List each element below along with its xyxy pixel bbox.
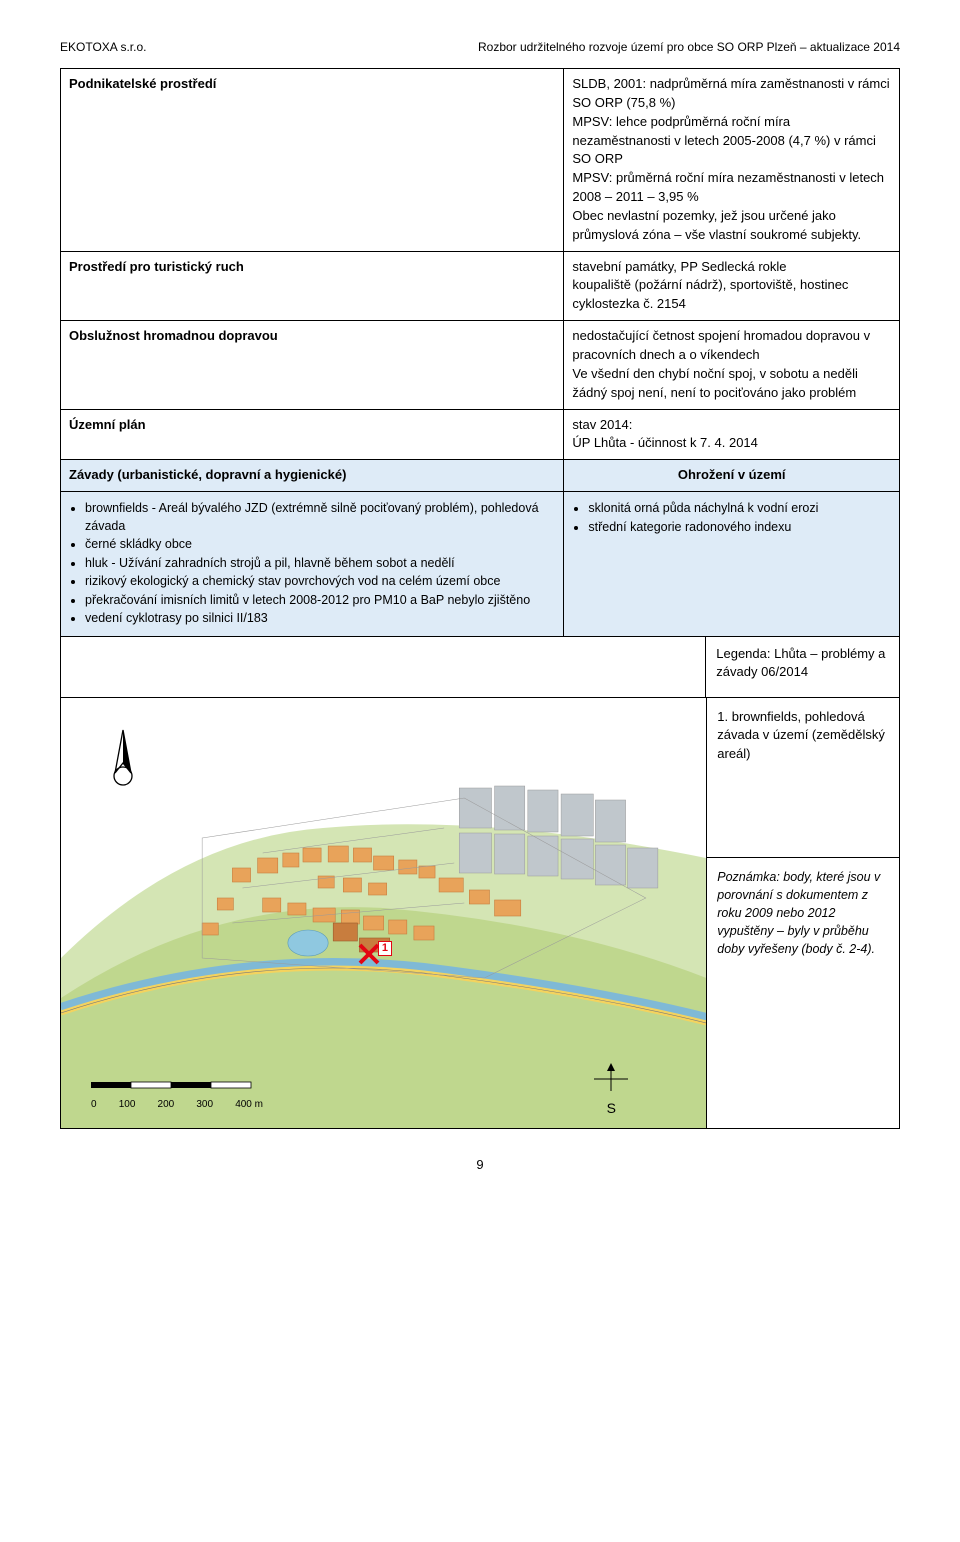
row-zavady-content: brownfields - Areál bývalého JZD (extrém… (61, 492, 900, 637)
label-prostredi: Prostředí pro turistický ruch (61, 251, 564, 321)
header-left: EKOTOXA s.r.o. (60, 40, 146, 54)
legend-row: Legenda: Lhůta – problémy a závady 06/20… (60, 637, 900, 698)
legend-empty (61, 637, 706, 697)
zavady-right: sklonitá orná půda náchylná k vodní eroz… (564, 492, 900, 637)
zavady-left: brownfields - Areál bývalého JZD (extrém… (61, 492, 564, 637)
compass-s: S (586, 1063, 636, 1116)
sidebar-bottom: Poznámka: body, které jsou v porovnání s… (707, 858, 899, 1128)
scale-label: 200 (158, 1099, 175, 1110)
content-uzemni: stav 2014: ÚP Lhůta - účinnost k 7. 4. 2… (564, 409, 900, 460)
text: MPSV: průměrná roční míra nezaměstnanost… (572, 169, 891, 207)
list-item: hluk - Užívání zahradních strojů a pil, … (85, 555, 555, 573)
content-obsluznost: nedostačující četnost spojení hromadou d… (564, 321, 900, 409)
text: cyklostezka č. 2154 (572, 295, 891, 314)
text: SLDB, 2001: nadprůměrná míra zaměstnanos… (572, 75, 891, 113)
text: nedostačující četnost spojení hromadou d… (572, 327, 891, 365)
text: koupaliště (požární nádrž), sportoviště,… (572, 276, 891, 295)
content-podnikatelske: SLDB, 2001: nadprůměrná míra zaměstnanos… (564, 69, 900, 252)
row-obsluznost: Obslužnost hromadnou dopravou nedostačuj… (61, 321, 900, 409)
map-sidebar: 1. brownfields, pohledová závada v území… (706, 698, 899, 1128)
label-podnikatelske: Podnikatelské prostředí (61, 69, 564, 252)
scale-label: 300 (196, 1099, 213, 1110)
page-header: EKOTOXA s.r.o. Rozbor udržitelného rozvo… (60, 40, 900, 54)
north-arrow-icon (101, 728, 146, 788)
text: stavební památky, PP Sedlecká rokle (572, 258, 891, 277)
text: stav 2014: (572, 416, 891, 435)
list-item: brownfields - Areál bývalého JZD (extrém… (85, 500, 555, 535)
text: MPSV: lehce podprůměrná roční míra nezam… (572, 113, 891, 170)
map-marker-label: 1 (378, 941, 392, 956)
scale-label: 100 (119, 1099, 136, 1110)
zavady-header-right: Ohrožení v území (564, 460, 900, 492)
map-section: 1 0 100 200 300 400 m (60, 698, 900, 1129)
legend-text: Legenda: Lhůta – problémy a závady 06/20… (706, 637, 899, 697)
main-table: Podnikatelské prostředí SLDB, 2001: nadp… (60, 68, 900, 637)
zavady-header-left: Závady (urbanistické, dopravní a hygieni… (61, 460, 564, 492)
row-podnikatelske: Podnikatelské prostředí SLDB, 2001: nadp… (61, 69, 900, 252)
list-item: vedení cyklotrasy po silnici II/183 (85, 610, 555, 628)
map-image: 1 0 100 200 300 400 m (61, 698, 706, 1128)
content-prostredi: stavební památky, PP Sedlecká rokle koup… (564, 251, 900, 321)
text: ÚP Lhůta - účinnost k 7. 4. 2014 (572, 434, 891, 453)
list-item: sklonitá orná půda náchylná k vodní eroz… (588, 500, 891, 518)
row-uzemni: Územní plán stav 2014: ÚP Lhůta - účinno… (61, 409, 900, 460)
scale-bar: 0 100 200 300 400 m (91, 1074, 311, 1110)
scale-label: 0 (91, 1099, 97, 1110)
map-marker-icon (358, 943, 380, 965)
list-item: překračování imisních limitů v letech 20… (85, 592, 555, 610)
zavady-right-list: sklonitá orná půda náchylná k vodní eroz… (588, 500, 891, 536)
text: Obec nevlastní pozemky, jež jsou určené … (572, 207, 891, 245)
zavady-left-list: brownfields - Areál bývalého JZD (extrém… (85, 500, 555, 628)
header-right: Rozbor udržitelného rozvoje území pro ob… (478, 40, 900, 54)
list-item: rizikový ekologický a chemický stav povr… (85, 573, 555, 591)
text: Ve všední den chybí noční spoj, v sobotu… (572, 365, 891, 403)
list-item: střední kategorie radonového indexu (588, 519, 891, 537)
scale-label: 400 m (235, 1099, 263, 1110)
label-uzemni: Územní plán (61, 409, 564, 460)
list-item: černé skládky obce (85, 536, 555, 554)
row-prostredi: Prostředí pro turistický ruch stavební p… (61, 251, 900, 321)
page-number: 9 (60, 1157, 900, 1172)
label-obsluznost: Obslužnost hromadnou dopravou (61, 321, 564, 409)
sidebar-top: 1. brownfields, pohledová závada v území… (707, 698, 899, 858)
row-zavady-header: Závady (urbanistické, dopravní a hygieni… (61, 460, 900, 492)
